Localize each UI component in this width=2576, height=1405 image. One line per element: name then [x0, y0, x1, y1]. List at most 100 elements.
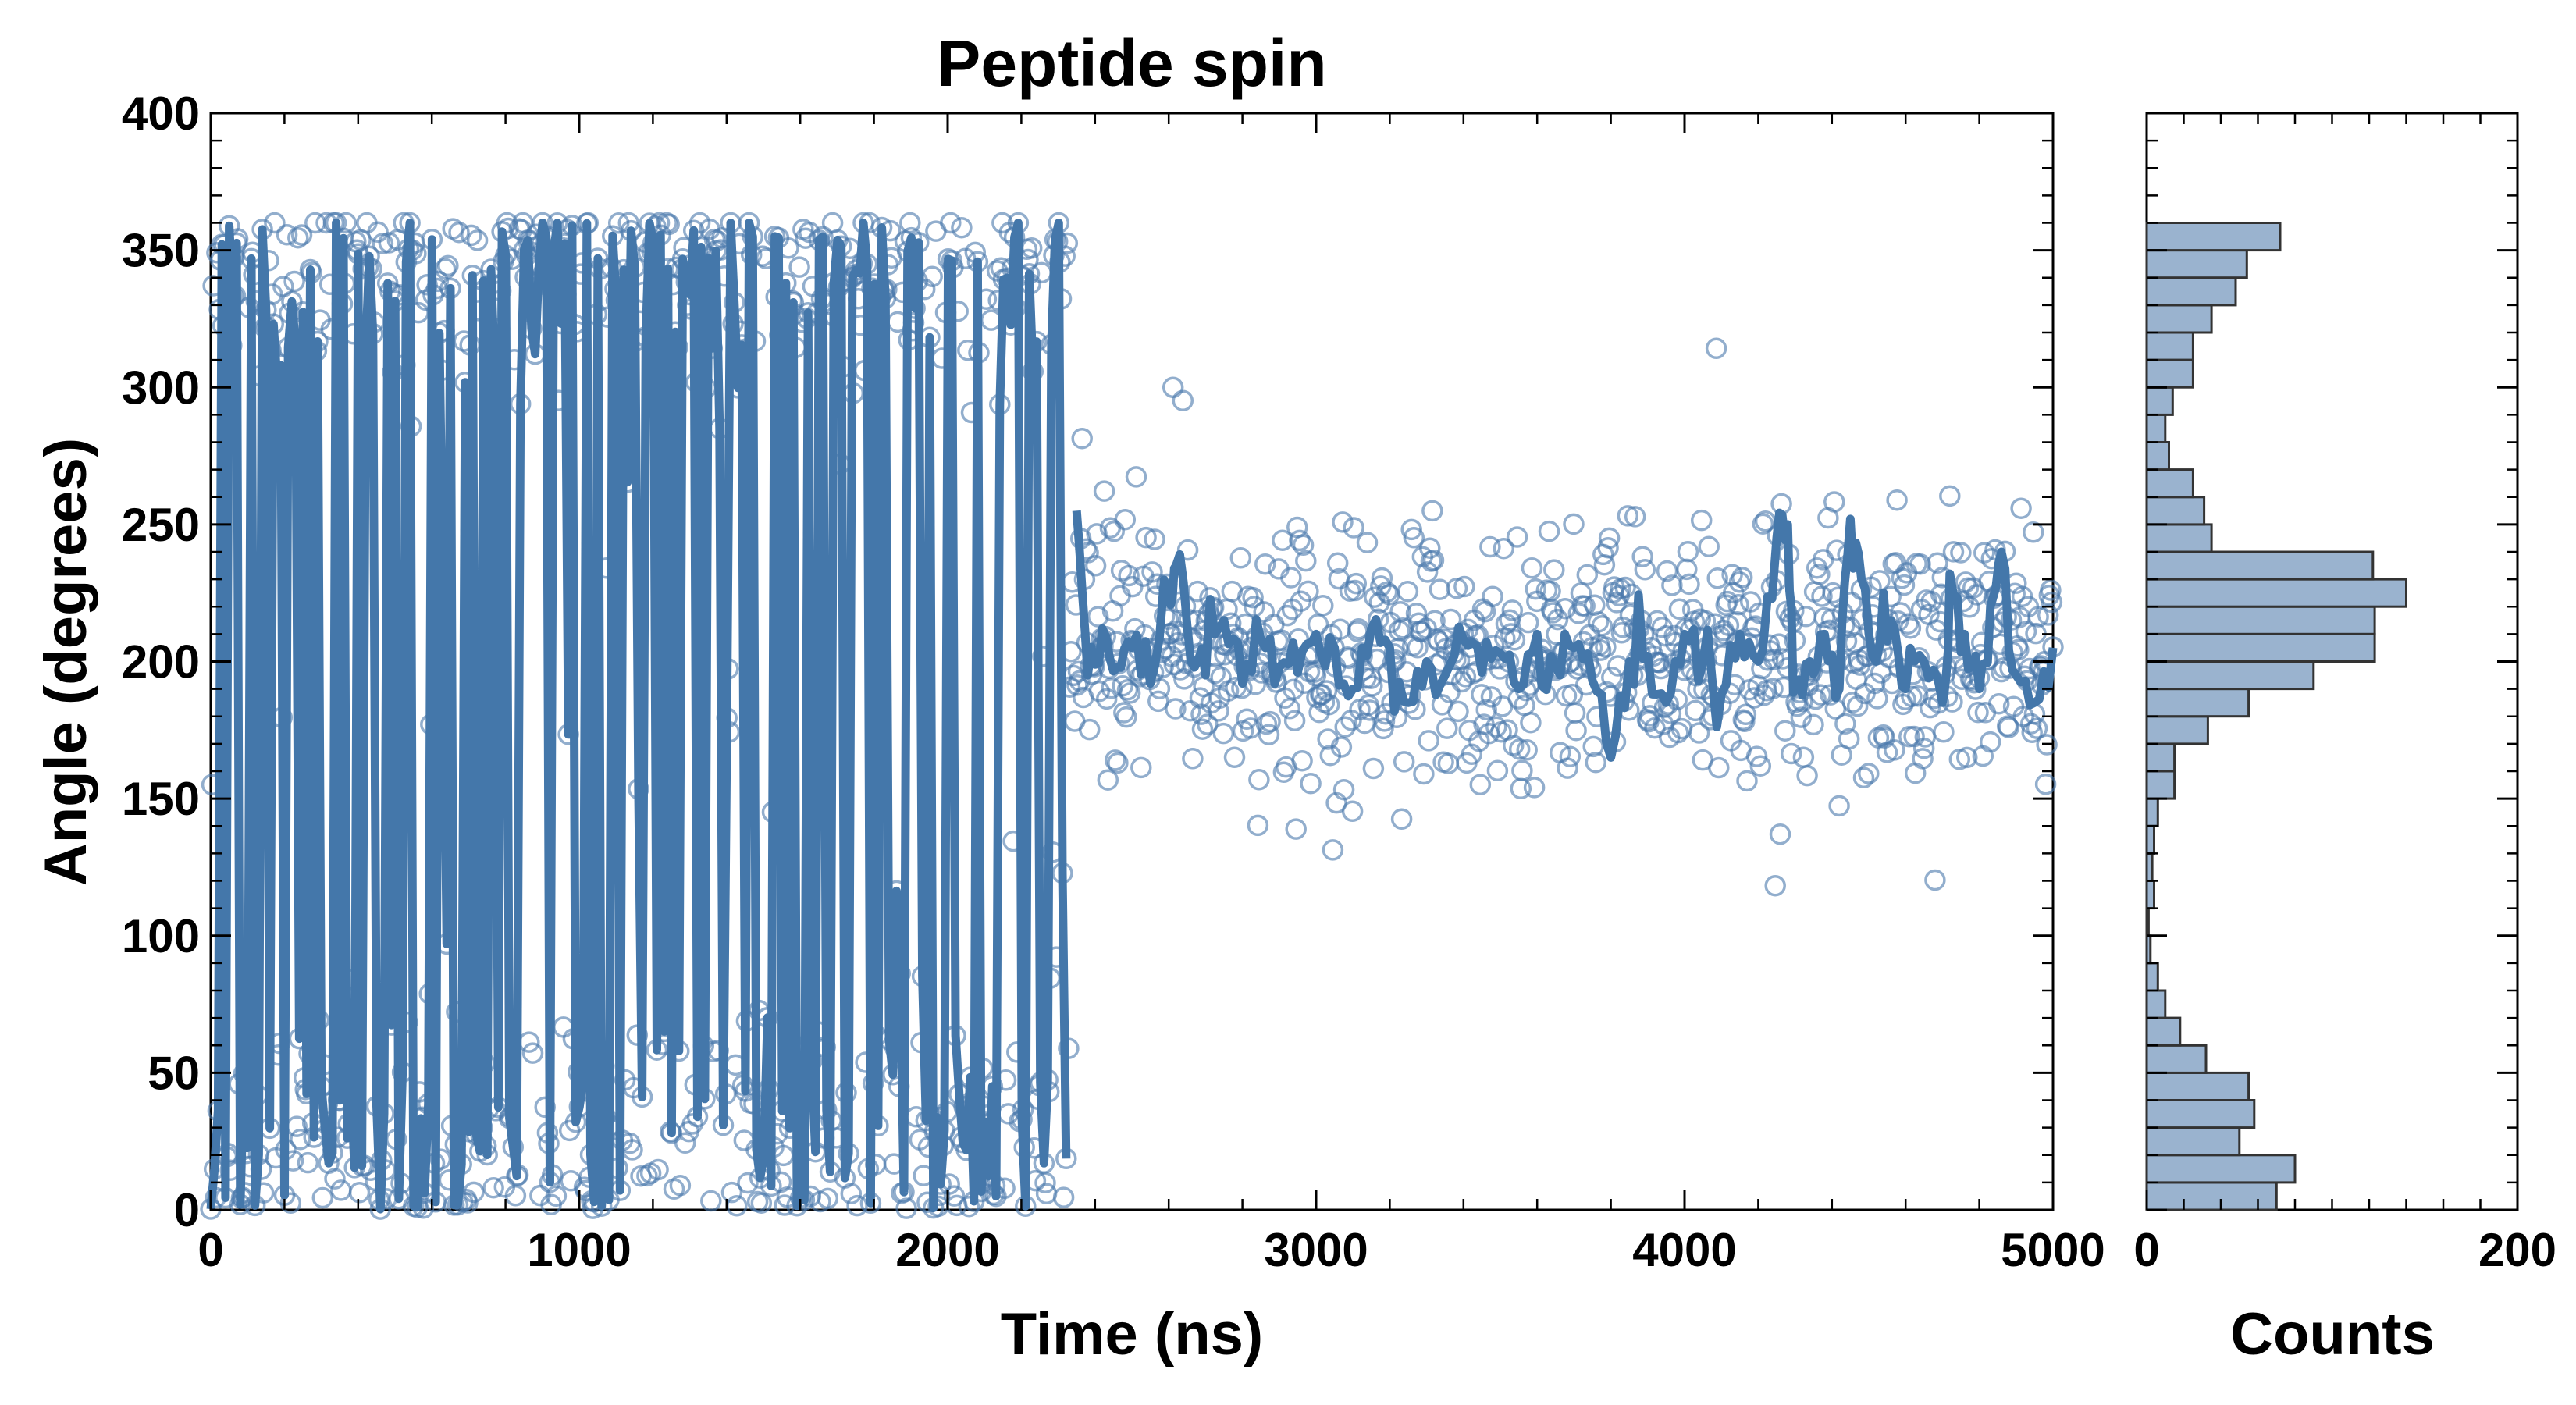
raw-angle-point: [2034, 773, 2057, 795]
raw-angle-point: [1668, 598, 1691, 621]
raw-angle-point: [1967, 701, 1989, 724]
raw-angle-point: [1125, 466, 1147, 488]
raw-angle-point: [1223, 746, 1246, 769]
raw-angle-point: [1084, 555, 1107, 577]
raw-angle-point: [1838, 727, 1860, 750]
raw-angle-point: [1088, 680, 1111, 702]
raw-angle-point: [1688, 722, 1710, 744]
raw-angle-point: [311, 1186, 334, 1209]
raw-angle-point: [1764, 874, 1786, 897]
raw-angle-point: [1475, 699, 1497, 721]
raw-angle-point: [1809, 684, 1832, 706]
raw-angle-point: [1295, 550, 1317, 572]
raw-angle-point: [1389, 600, 1411, 623]
raw-angle-point: [1375, 581, 1398, 603]
raw-angle-point: [1247, 814, 1269, 837]
raw-angle-point: [1093, 480, 1115, 502]
raw-angle-point: [2026, 717, 2048, 739]
raw-angle-point: [1796, 764, 1818, 787]
raw-angle-point: [1598, 527, 1621, 550]
raw-angle-point: [1863, 672, 1886, 695]
hist-x-tick-label: 200: [2478, 1224, 2556, 1276]
histogram-bar: [2145, 1181, 2278, 1211]
raw-angle-point: [1939, 485, 1961, 507]
histogram-bar: [2145, 962, 2159, 992]
raw-angle-point: [2012, 705, 2034, 727]
raw-angle-point: [1523, 777, 1546, 799]
x-tick-label: 5000: [2001, 1224, 2105, 1276]
raw-angle-point: [1165, 698, 1187, 720]
raw-angle-point: [1479, 535, 1501, 558]
histogram-bar: [2145, 1154, 2297, 1184]
raw-angle-point: [1735, 703, 1757, 726]
histogram-bar: [2145, 249, 2248, 279]
raw-angle-point: [1899, 617, 1922, 639]
raw-angle-point: [1587, 611, 1610, 633]
histogram-bar: [2145, 578, 2407, 608]
raw-angle-point: [1508, 738, 1531, 760]
raw-angle-point: [1601, 666, 1623, 688]
raw-angle-point: [1334, 716, 1356, 738]
raw-angle-point: [1361, 675, 1383, 697]
raw-angle-point: [1471, 684, 1493, 706]
raw-angle-point: [1780, 742, 1802, 765]
raw-angle-point: [1119, 682, 1141, 704]
raw-angle-point: [1144, 528, 1165, 550]
raw-angle-point: [1591, 615, 1613, 637]
histogram-bar: [2145, 222, 2282, 252]
raw-angle-point: [1421, 500, 1443, 522]
raw-angle-point: [1901, 685, 1923, 708]
raw-angle-point: [1869, 570, 1891, 592]
y-tick-label: 50: [148, 1047, 200, 1099]
raw-angle-point: [1436, 717, 1458, 739]
raw-angle-point: [1525, 578, 1546, 600]
raw-angle-point: [1103, 520, 1125, 542]
raw-angle-point: [276, 224, 298, 246]
raw-angle-point: [1069, 670, 1091, 692]
raw-angle-point: [658, 213, 680, 236]
raw-angle-point: [1727, 593, 1749, 616]
raw-angle-point: [1987, 692, 2010, 715]
histogram-bar: [2145, 989, 2167, 1019]
smoothed-angle-line-group: [206, 219, 2058, 1214]
raw-angle-point: [1087, 606, 1109, 628]
raw-angle-point: [1956, 746, 1978, 769]
raw-angle-point: [1520, 711, 1542, 734]
raw-angle-point: [1191, 718, 1214, 740]
histogram-bar: [2145, 605, 2376, 635]
raw-angle-point: [1570, 582, 1592, 604]
raw-angle-point: [1597, 536, 1619, 559]
raw-angle-point: [700, 1190, 722, 1212]
smoothed-angle-line-phase1: [206, 219, 1071, 1214]
chart-title: Peptide spin: [937, 27, 1326, 100]
raw-angle-point: [290, 1128, 311, 1151]
raw-angle-point: [1176, 539, 1199, 561]
histogram-bar: [2145, 742, 2176, 773]
y-tick-label: 250: [122, 499, 200, 551]
raw-angle-point: [1332, 778, 1355, 801]
raw-angle-point: [1506, 526, 1528, 548]
raw-angle-point: [1315, 680, 1338, 702]
raw-angle-point: [1248, 769, 1270, 791]
x-tick-label: 1000: [527, 1224, 631, 1276]
raw-angle-point: [545, 1185, 568, 1208]
histogram-bar: [2145, 770, 2176, 800]
raw-angle-point: [1283, 678, 1304, 700]
raw-angle-point: [1148, 678, 1171, 699]
raw-angle-point: [1403, 527, 1425, 549]
raw-angle-point: [1112, 674, 1133, 697]
raw-angle-point: [1907, 685, 1929, 707]
raw-angle-point: [290, 224, 313, 246]
raw-angle-point: [958, 1195, 980, 1218]
histogram-bar: [2145, 276, 2237, 307]
raw-angle-point: [1254, 553, 1276, 575]
raw-angle-point: [1790, 706, 1813, 728]
raw-angle-point: [1280, 567, 1302, 589]
raw-angle-point: [1951, 668, 1973, 691]
raw-angle-point: [1393, 751, 1415, 773]
raw-angle-point: [2010, 497, 2032, 519]
raw-angle-point: [1147, 690, 1169, 713]
raw-angle-point: [1543, 559, 1565, 581]
raw-angle-point: [1114, 508, 1137, 531]
